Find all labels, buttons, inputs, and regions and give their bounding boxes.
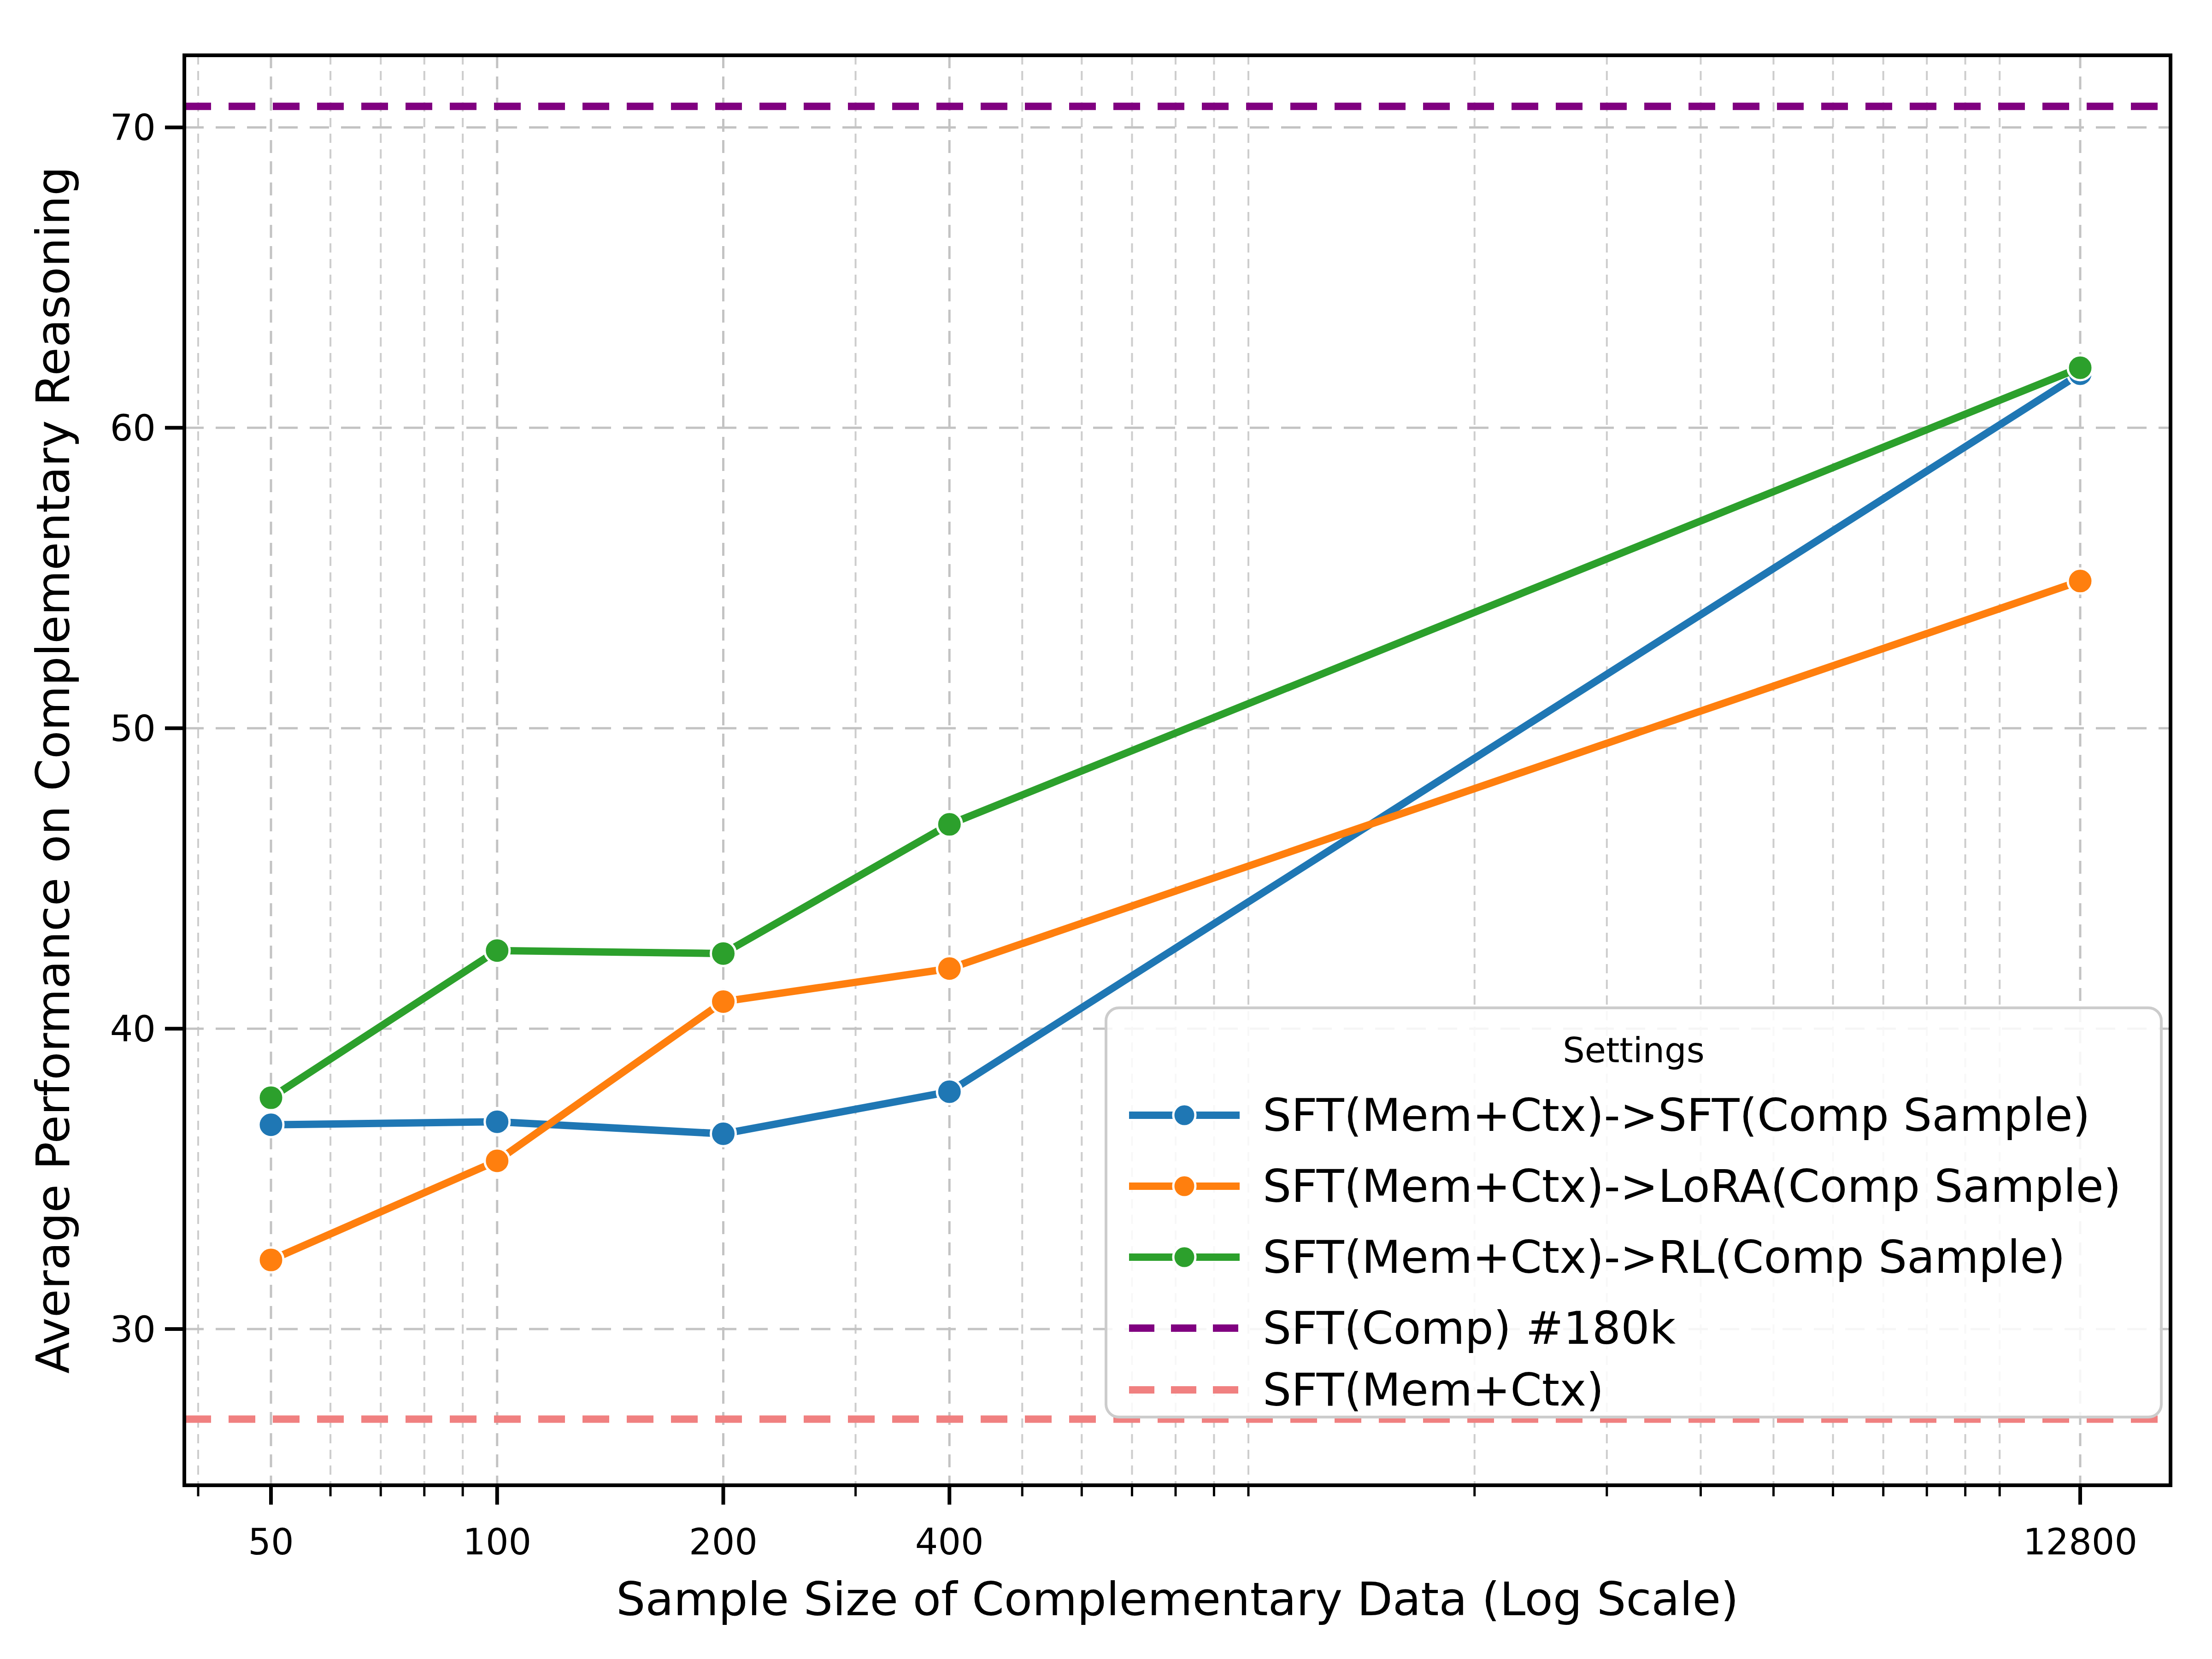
data-point: [711, 989, 736, 1014]
legend-item-label: SFT(Mem+Ctx)->SFT(Comp Sample): [1263, 1089, 2090, 1141]
data-point: [937, 1079, 962, 1104]
legend-item-label: SFT(Mem+Ctx)->RL(Comp Sample): [1263, 1231, 2065, 1283]
data-point: [937, 956, 962, 981]
x-tick-label: 200: [689, 1521, 758, 1563]
data-point: [259, 1085, 283, 1110]
y-tick-label: 40: [110, 1008, 156, 1050]
data-point: [485, 938, 510, 963]
x-tick-label: 50: [248, 1521, 294, 1563]
data-point: [2068, 355, 2093, 380]
y-tick-label: 70: [110, 107, 156, 148]
x-tick-label: 100: [463, 1521, 531, 1563]
legend-item-label: SFT(Mem+Ctx)->LoRA(Comp Sample): [1263, 1160, 2121, 1212]
figure: 50 100 200 400 12800 30 40 50 60 70 Sample Size o…: [0, 0, 2212, 1659]
data-point: [485, 1109, 510, 1134]
y-tick-label: 30: [110, 1309, 156, 1350]
data-point: [711, 941, 736, 966]
legend-sample-marker: [1173, 1246, 1195, 1268]
data-point: [937, 812, 962, 837]
data-point: [259, 1247, 283, 1272]
y-axis-label: Average Performance on Complementary Rea…: [26, 166, 80, 1373]
data-point: [711, 1121, 736, 1146]
legend-item-label: SFT(Comp) #180k: [1263, 1302, 1676, 1354]
x-axis-label: Sample Size of Complementary Data (Log S…: [616, 1572, 1739, 1626]
legend-sample-marker: [1173, 1175, 1195, 1197]
legend-title: Settings: [1563, 1030, 1705, 1071]
data-point: [259, 1112, 283, 1137]
legend: Settings SFT(Mem+Ctx)->SFT(Comp Sample) SF…: [1106, 1008, 2161, 1417]
data-point: [485, 1148, 510, 1173]
line-chart: 50 100 200 400 12800 30 40 50 60 70 Sample Size o…: [0, 0, 2212, 1659]
x-tick-label: 400: [915, 1521, 984, 1563]
data-point: [2068, 569, 2093, 594]
y-tick-label: 60: [110, 407, 156, 449]
x-tick-label: 12800: [2023, 1521, 2137, 1563]
legend-sample-marker: [1173, 1104, 1195, 1126]
legend-item-label: SFT(Mem+Ctx): [1263, 1364, 1604, 1416]
y-tick-label: 50: [110, 708, 156, 749]
